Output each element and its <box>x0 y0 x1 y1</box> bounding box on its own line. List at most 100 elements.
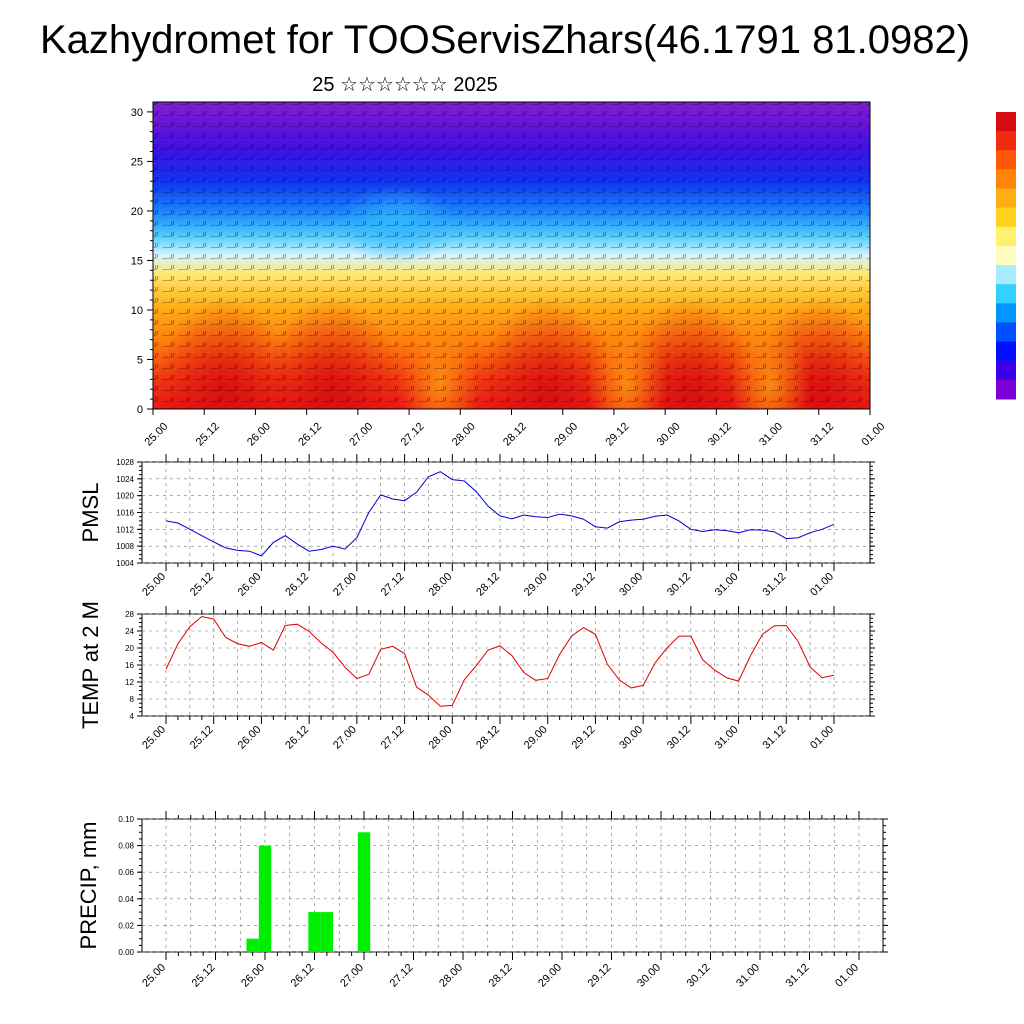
x-tick-label: 27.00 <box>338 962 366 990</box>
x-tick-label: 01.00 <box>833 962 861 990</box>
y-tick-label: 0.10 <box>118 815 134 824</box>
x-tick-label: 31.00 <box>713 571 741 599</box>
temp-series-line <box>165 616 835 707</box>
x-tick-label: 30.12 <box>665 571 693 599</box>
colorbar-swatch <box>996 150 1016 170</box>
y-tick-label: 1016 <box>116 509 134 518</box>
colorbar-swatch <box>996 360 1016 381</box>
x-tick-label: 28.00 <box>450 421 478 449</box>
y-tick-label: 0.04 <box>118 895 134 904</box>
grid <box>142 613 870 717</box>
precip-bar <box>357 832 371 952</box>
colorbar <box>996 112 1016 400</box>
x-tick-label: 30.00 <box>635 962 663 990</box>
y-tick-label: 0.02 <box>118 921 134 930</box>
y-tick-label: 30 <box>131 107 143 119</box>
colorbar-swatch <box>996 169 1016 190</box>
cross-section-panel: 0 5 10 15 20 25 30 25.00 25.12 26.00 26.12 27.00 27.… <box>131 101 888 449</box>
colorbar-swatch <box>996 284 1016 304</box>
x-tick-label: 25.12 <box>188 724 216 752</box>
y-tick-label: 1024 <box>116 475 134 484</box>
x-tick-label: 29.12 <box>586 962 614 990</box>
y-tick-label: 0.08 <box>118 842 134 851</box>
precip-bar <box>308 912 321 952</box>
colorbar-swatch <box>996 341 1016 362</box>
colorbar-swatch <box>996 303 1016 323</box>
x-tick-label: 25.00 <box>143 421 171 449</box>
x-tick-label: 27.00 <box>331 571 359 599</box>
y-tick-label: 0.00 <box>118 948 134 957</box>
colorbar-swatch <box>996 207 1016 228</box>
x-tick-label: 28.12 <box>474 724 502 752</box>
colorbar-swatch <box>996 379 1016 400</box>
precip-bar <box>258 845 272 952</box>
y-tick-label: 0.06 <box>118 868 134 877</box>
x-tick-label: 26.00 <box>236 571 264 599</box>
colorbar-swatch <box>996 112 1016 132</box>
x-tick-label: 28.00 <box>426 571 454 599</box>
colorbar-swatch <box>996 188 1016 209</box>
y-tick-label: 1004 <box>116 559 134 568</box>
colorbar-swatch <box>996 226 1016 247</box>
x-tick-label: 27.12 <box>399 421 427 449</box>
x-tick-label: 25.00 <box>140 724 168 752</box>
y-tick-label: 20 <box>125 644 134 653</box>
colorbar-swatch <box>996 245 1016 266</box>
x-tick-label: 27.12 <box>388 962 416 990</box>
chart-subtitle: 25 ☆☆☆☆☆☆ 2025 <box>312 74 498 96</box>
x-tick-label: 01.00 <box>808 724 836 752</box>
x-tick-label: 25.00 <box>140 571 168 599</box>
y-axis-label: PRECIP, mm <box>76 822 101 950</box>
x-tick-label: 01.00 <box>860 421 888 449</box>
y-tick-label: 15 <box>131 255 143 267</box>
x-tick-label: 31.12 <box>784 962 812 990</box>
y-tick-label: 20 <box>131 206 143 218</box>
y-axis-label: TEMP at 2 M <box>78 601 103 729</box>
pmsl-series-line <box>165 471 835 557</box>
x-tick-label: 25.12 <box>188 571 216 599</box>
pmsl-panel: 1004 1008 1012 1016 1020 1024 1028 25.00 25.12 26… <box>78 454 875 599</box>
x-tick-label: 27.00 <box>331 724 359 752</box>
x-tick-label: 29.00 <box>552 421 580 449</box>
x-tick-label: 30.00 <box>617 724 645 752</box>
chart-title: Kazhydromet for TOOServisZhars(46.1791 8… <box>39 18 971 62</box>
x-tick-label: 28.00 <box>426 724 454 752</box>
x-tick-label: 28.00 <box>437 962 465 990</box>
y-tick-label: 8 <box>130 695 135 704</box>
y-tick-label: 5 <box>137 354 143 366</box>
y-tick-label: 16 <box>125 661 134 670</box>
y-tick-label: 1008 <box>116 542 134 551</box>
x-tick-label: 26.12 <box>296 421 324 449</box>
x-tick-label: 31.00 <box>757 421 785 449</box>
x-tick-label: 26.12 <box>283 571 311 599</box>
y-tick-label: 12 <box>125 678 134 687</box>
x-tick-label: 29.12 <box>603 421 631 449</box>
x-tick-label: 26.12 <box>283 724 311 752</box>
x-tick-label: 30.00 <box>655 421 683 449</box>
x-tick-label: 29.00 <box>522 571 550 599</box>
y-tick-label: 25 <box>131 156 143 168</box>
y-tick-label: 24 <box>125 627 134 636</box>
y-tick-label: 0 <box>137 404 143 416</box>
cross-section-fill <box>153 102 870 409</box>
x-tick-label: 31.00 <box>734 962 762 990</box>
x-tick-label: 29.12 <box>570 724 598 752</box>
y-tick-label: 28 <box>125 610 134 619</box>
x-tick-label: 31.12 <box>760 724 788 752</box>
colorbar-swatch <box>996 131 1016 151</box>
wind-barbs <box>153 102 870 409</box>
x-tick-label: 31.12 <box>808 421 836 449</box>
y-tick-label: 1028 <box>116 458 134 467</box>
x-tick-label: 28.12 <box>501 421 529 449</box>
precip-bar <box>320 912 334 952</box>
x-tick-label: 30.12 <box>706 421 734 449</box>
colorbar-swatch <box>996 322 1016 343</box>
x-tick-label: 30.12 <box>665 724 693 752</box>
x-tick-label: 27.00 <box>347 421 375 449</box>
y-tick-label: 1012 <box>116 525 134 534</box>
precip-bar <box>246 938 259 952</box>
x-tick-label: 25.12 <box>194 421 222 449</box>
x-tick-label: 31.12 <box>760 571 788 599</box>
x-tick-label: 27.12 <box>379 724 407 752</box>
